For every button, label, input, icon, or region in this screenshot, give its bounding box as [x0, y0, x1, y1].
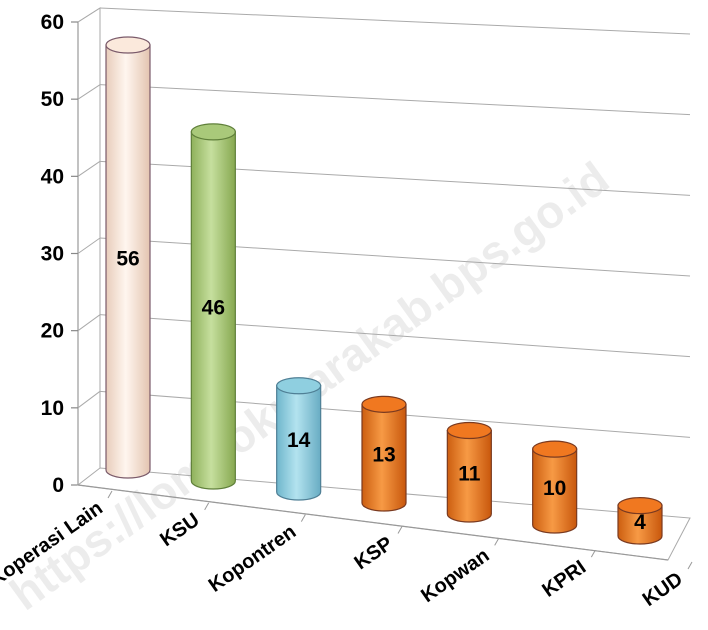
data-label: 11	[458, 462, 481, 485]
bar-body	[190, 131, 236, 490]
x-category-label: KPRI	[538, 556, 590, 601]
bar-top	[532, 440, 578, 458]
bar-top	[105, 36, 151, 54]
gridline-side	[77, 314, 101, 332]
y-tick-label: 20	[41, 320, 64, 343]
x-tick-mark	[204, 502, 210, 511]
bar-body	[446, 429, 492, 523]
data-label: 56	[116, 248, 139, 271]
bar-koperasi-lain	[105, 36, 151, 479]
bar-body	[276, 385, 322, 501]
bar-top	[617, 497, 663, 515]
bar-body	[361, 403, 407, 512]
bars-layer	[105, 36, 663, 545]
x-category-label: KSP	[351, 533, 397, 575]
bar-kopwan	[446, 421, 492, 523]
gridline-side	[77, 84, 101, 100]
data-label: 46	[202, 296, 225, 319]
data-label: 13	[372, 444, 395, 467]
bar-top	[446, 421, 492, 440]
x-category-label: Kopontren	[205, 521, 300, 597]
x-tick-mark	[107, 490, 113, 499]
bar-kopontren	[276, 377, 322, 501]
bar-top	[190, 123, 236, 141]
y-tick-label: 60	[41, 11, 64, 34]
bar-top	[276, 377, 322, 395]
x-category-label: KUD	[639, 568, 687, 611]
bar-kpri	[532, 440, 578, 534]
y-tick-label: 30	[41, 243, 64, 266]
data-label: 14	[287, 429, 311, 452]
x-tick-mark	[687, 561, 693, 570]
data-label: 4	[634, 511, 646, 534]
bar-body	[532, 448, 578, 534]
x-tick-mark	[300, 514, 306, 522]
y-tick-label: 50	[41, 88, 64, 111]
x-tick-mark	[397, 526, 403, 534]
y-tick-label: 10	[41, 397, 64, 420]
gridline-side	[77, 7, 101, 23]
gridline	[99, 237, 691, 277]
gridline-side	[77, 390, 101, 409]
bar-body	[617, 505, 663, 545]
y-tick-label: 40	[41, 165, 64, 188]
bar-kud	[617, 497, 663, 545]
bar-ksp	[361, 395, 407, 512]
y-tick-label: 0	[52, 474, 64, 497]
data-label: 10	[543, 477, 566, 500]
x-axis-line	[77, 484, 669, 561]
x-tick-mark	[590, 549, 596, 558]
bar-ksu	[190, 123, 236, 490]
gridline-side	[77, 160, 101, 177]
gridline-side	[77, 237, 101, 254]
gridline	[99, 7, 691, 35]
gridline	[99, 84, 691, 116]
x-tick-mark	[494, 538, 500, 546]
bar-body	[105, 44, 151, 479]
x-category-label: Kopwan	[417, 544, 493, 607]
bar-top	[361, 395, 407, 413]
